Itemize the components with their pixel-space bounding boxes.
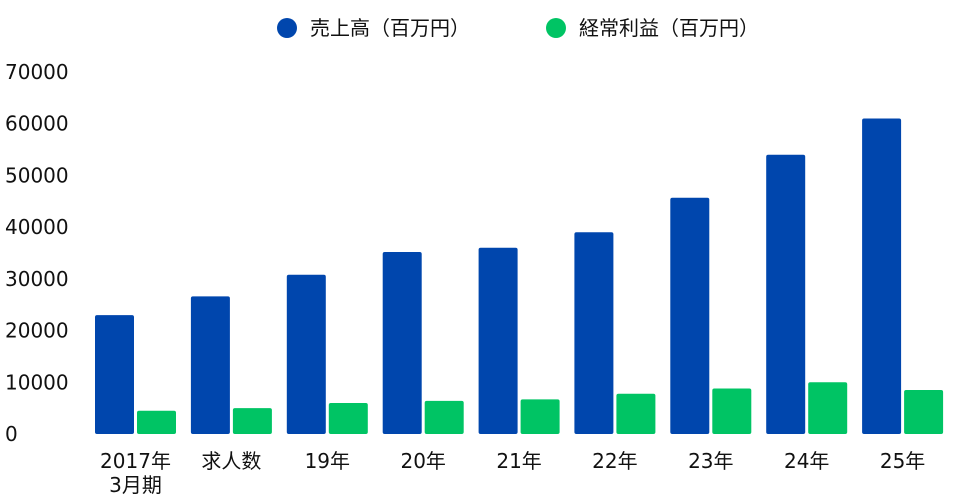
x-tick-label: 19年 <box>305 449 350 473</box>
bar-sales-3 <box>286 274 326 434</box>
x-tick-label: 22年 <box>592 449 637 473</box>
legend-label-2: 経常利益（百万円） <box>579 16 759 40</box>
y-tick-label: 0 <box>5 422 18 446</box>
x-tick-label: 20年 <box>400 449 445 473</box>
y-tick-label: 10000 <box>5 370 69 394</box>
x-tick-label: 2017年 3月期 <box>100 449 171 497</box>
legend: 売上高（百万円） 経常利益（百万円） <box>277 16 759 40</box>
y-tick-label: 60000 <box>5 112 69 136</box>
bar-sales-9 <box>862 118 902 434</box>
y-tick-label: 50000 <box>5 163 69 187</box>
legend-label-1: 売上高（百万円） <box>310 16 470 40</box>
y-axis: 0 10000 20000 30000 40000 50000 60000 70000 <box>5 60 69 446</box>
y-tick-label: 40000 <box>5 215 69 239</box>
bar-sales-2 <box>190 296 230 434</box>
bar-ordinary-profit-5 <box>520 399 560 434</box>
bar-ordinary-profit-6 <box>616 393 656 434</box>
bar-sales-6 <box>574 232 614 434</box>
bar-ordinary-profit-7 <box>712 388 752 434</box>
bar-sales-4 <box>382 252 422 434</box>
x-tick-label: 求人数 <box>201 449 261 473</box>
bar-sales-5 <box>478 247 518 434</box>
legend-marker-2 <box>546 18 566 38</box>
bar-sales-8 <box>766 154 806 434</box>
x-tick-label: 21年 <box>496 449 541 473</box>
legend-marker-1 <box>277 18 297 38</box>
x-axis: 2017年 3月期 求人数 19年 20年 21年 22年 23年 24年 25年 <box>100 449 925 497</box>
y-tick-label: 70000 <box>5 60 69 84</box>
bar-ordinary-profit-2 <box>232 408 272 434</box>
x-tick-label: 25年 <box>880 449 925 473</box>
bar-sales-1 <box>95 315 134 434</box>
bars <box>95 118 944 434</box>
bar-sales-7 <box>670 197 710 434</box>
y-tick-label: 20000 <box>5 319 69 343</box>
bar-ordinary-profit-1 <box>137 410 176 434</box>
bar-ordinary-profit-8 <box>808 382 848 434</box>
x-tick-label: 24年 <box>784 449 829 473</box>
bar-ordinary-profit-3 <box>328 403 368 434</box>
x-tick-label: 23年 <box>688 449 733 473</box>
y-tick-label: 30000 <box>5 267 69 291</box>
bar-ordinary-profit-4 <box>424 400 464 434</box>
bar-ordinary-profit-9 <box>904 390 944 434</box>
